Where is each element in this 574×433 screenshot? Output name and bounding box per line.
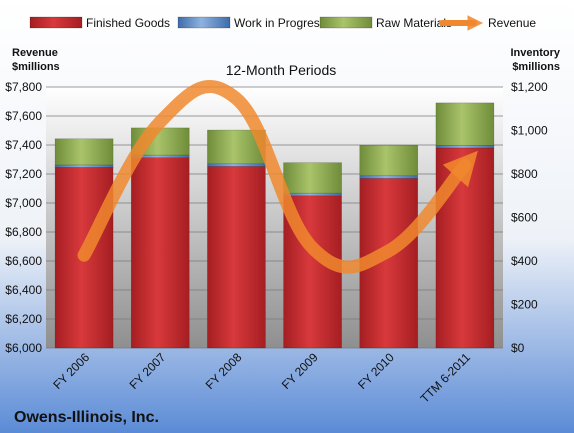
left-tick-label: $7,200 <box>5 167 42 181</box>
right-tick-label: $0 <box>511 341 525 355</box>
bar-work-in-progress <box>435 144 495 149</box>
left-axis-label-line2: $millions <box>12 61 60 73</box>
legend-swatch-finished-goods <box>29 16 83 29</box>
company-name: Owens-Illinois, Inc. <box>14 409 159 426</box>
right-tick-label: $600 <box>511 211 538 225</box>
legend-swatch-raw-materials <box>319 16 373 29</box>
left-tick-label: $6,600 <box>5 254 42 268</box>
right-tick-label: $1,000 <box>511 124 548 138</box>
left-axis-label-line1: Revenue <box>12 47 58 59</box>
bar-work-in-progress <box>54 164 114 168</box>
bar-finished-goods <box>130 157 190 349</box>
legend-label: Raw Materials <box>376 16 452 30</box>
left-tick-label: $6,200 <box>5 312 42 326</box>
bar-raw-materials <box>283 162 342 194</box>
legend-label: Finished Goods <box>86 16 170 30</box>
bar-raw-materials <box>54 138 114 166</box>
legend-swatch-work-in-progress <box>177 16 231 29</box>
left-tick-label: $6,400 <box>5 283 42 297</box>
bar-work-in-progress <box>283 192 342 197</box>
plot-area <box>46 87 503 348</box>
left-tick-label: $6,800 <box>5 225 42 239</box>
right-tick-label: $200 <box>511 298 538 312</box>
right-axis-label-line1: Inventory <box>510 47 560 59</box>
legend-label: Work in Progress <box>234 16 326 30</box>
bar-raw-materials <box>359 144 419 177</box>
left-tick-label: $7,400 <box>5 138 42 152</box>
chart-title: 12-Month Periods <box>226 62 337 78</box>
right-tick-label: $800 <box>511 167 538 181</box>
left-tick-label: $7,800 <box>5 80 42 94</box>
revenue-line <box>77 80 478 274</box>
legend-label: Revenue <box>488 16 536 30</box>
left-tick-label: $7,000 <box>5 196 42 210</box>
left-tick-label: $7,600 <box>5 109 42 123</box>
right-tick-label: $1,200 <box>511 80 548 94</box>
bar-finished-goods <box>435 147 495 349</box>
right-tick-label: $400 <box>511 254 538 268</box>
left-tick-label: $6,000 <box>5 341 42 355</box>
bar-raw-materials <box>435 102 495 146</box>
bar-work-in-progress <box>359 175 419 179</box>
bar-work-in-progress <box>207 163 266 167</box>
bar-finished-goods <box>207 166 266 349</box>
right-axis-label-line2: $millions <box>512 61 560 73</box>
